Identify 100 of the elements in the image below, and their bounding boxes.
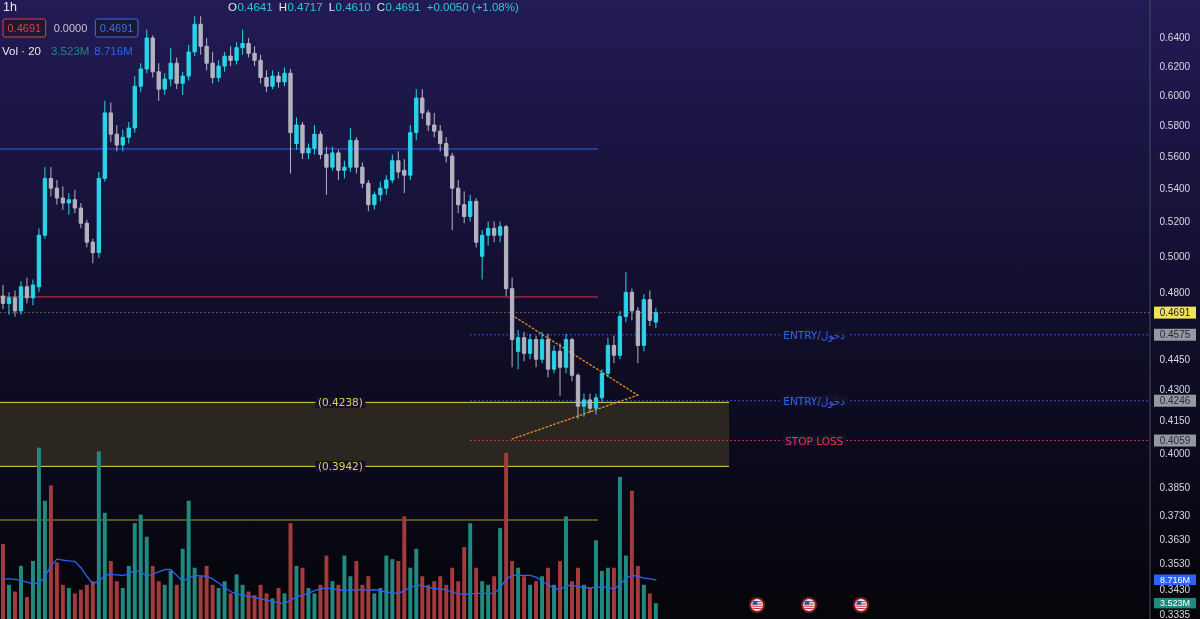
candlestick bbox=[468, 194, 473, 223]
annotation: 0.4641 bbox=[237, 1, 273, 13]
y-tick-label: 0.3850 bbox=[1159, 481, 1191, 493]
candlestick bbox=[515, 329, 521, 370]
candlestick bbox=[30, 279, 36, 306]
y2-tick-label: 3.523M bbox=[1159, 598, 1191, 609]
candlestick bbox=[479, 229, 485, 281]
y-tick-label: 0.6000 bbox=[1159, 89, 1191, 101]
candlestick bbox=[599, 368, 605, 403]
y-tick-label: 0.5200 bbox=[1159, 216, 1191, 228]
candlestick bbox=[611, 335, 617, 364]
chart-title: 1h bbox=[3, 0, 17, 14]
candlestick bbox=[491, 221, 497, 243]
annotation: Vol · 20 bbox=[2, 45, 41, 57]
candlestick bbox=[48, 166, 54, 197]
candlestick bbox=[270, 69, 275, 90]
annotation: 8.716M bbox=[94, 45, 133, 57]
candlestick bbox=[563, 333, 569, 374]
candlestick bbox=[78, 202, 84, 229]
candlestick bbox=[485, 221, 491, 247]
y-tick-label: 0.5600 bbox=[1159, 150, 1191, 162]
candlestick bbox=[18, 280, 24, 316]
candlestick bbox=[6, 291, 12, 316]
candlestick bbox=[12, 289, 18, 318]
y2-tick-label: 8.716M bbox=[1159, 574, 1191, 585]
candlestick bbox=[300, 121, 305, 160]
candlestick bbox=[629, 288, 635, 321]
candlestick bbox=[539, 331, 545, 364]
annotation: H bbox=[278, 1, 287, 13]
candlestick bbox=[288, 68, 293, 175]
candlestick bbox=[174, 57, 179, 90]
candlestick bbox=[294, 116, 299, 151]
y-tick-label: 0.4450 bbox=[1159, 353, 1191, 365]
candlestick bbox=[641, 293, 647, 352]
candlestick bbox=[593, 393, 599, 416]
candlestick bbox=[605, 337, 611, 378]
candlestick bbox=[42, 166, 48, 240]
annotation: 0.4691 bbox=[99, 22, 134, 34]
annotation: 0.4610 bbox=[335, 1, 371, 13]
annotation: 0.4717 bbox=[287, 1, 323, 13]
y-tick-label: 0.3335 bbox=[1159, 608, 1191, 619]
candlestick bbox=[330, 146, 335, 171]
y-tick-label: 0.3630 bbox=[1159, 533, 1191, 545]
candlestick bbox=[0, 284, 6, 310]
y-tick-label: 0.5400 bbox=[1159, 182, 1191, 194]
y-tick-label: 0.3430 bbox=[1159, 583, 1191, 595]
y-tick-label: 0.4300 bbox=[1159, 384, 1191, 396]
annotation: 0.4691 bbox=[7, 22, 42, 34]
candlestick bbox=[90, 238, 96, 264]
candlestick bbox=[635, 306, 641, 364]
candlestick bbox=[509, 277, 515, 368]
ref-line-label: ENTRY/دخول bbox=[783, 328, 846, 342]
annotation: L bbox=[328, 1, 336, 13]
candlestick bbox=[557, 342, 563, 397]
candlestick bbox=[545, 333, 551, 378]
annotation: O bbox=[228, 1, 237, 13]
y-tick-label: 0.4691 bbox=[1159, 307, 1191, 319]
ref-line-label: (0.3942) bbox=[317, 460, 363, 473]
candlestick bbox=[527, 333, 533, 360]
y-tick-label: 0.4000 bbox=[1159, 447, 1191, 459]
y-tick-label: 0.4246 bbox=[1159, 395, 1191, 407]
y-tick-label: 0.4059 bbox=[1159, 435, 1191, 447]
line-series bbox=[2, 558, 657, 605]
y-tick-label: 0.4150 bbox=[1159, 415, 1191, 427]
y-tick-label: 0.3530 bbox=[1159, 558, 1191, 570]
candlestick bbox=[497, 221, 503, 243]
annotation: 3.523M bbox=[51, 45, 90, 57]
candlestick bbox=[623, 271, 629, 323]
candlestick bbox=[575, 372, 581, 420]
y-tick-label: 0.5000 bbox=[1159, 250, 1191, 262]
ref-line-label: STOP LOSS bbox=[785, 434, 844, 447]
ref-line-label: ENTRY/دخول bbox=[783, 394, 846, 408]
annotation: 0.4691 bbox=[385, 1, 421, 13]
candlestick bbox=[54, 179, 60, 206]
candlestick bbox=[84, 219, 90, 248]
candlestick bbox=[24, 277, 30, 304]
candlestick bbox=[72, 189, 78, 214]
y-tick-label: 0.6200 bbox=[1159, 60, 1191, 72]
candlestick bbox=[276, 71, 281, 89]
candlestick bbox=[66, 192, 72, 216]
candlestick bbox=[653, 307, 659, 329]
y-tick-label: 0.6400 bbox=[1159, 32, 1191, 44]
y-tick-label: 0.5800 bbox=[1159, 119, 1191, 131]
candlestick bbox=[647, 289, 653, 327]
candlestick bbox=[533, 335, 539, 368]
annotation: C bbox=[376, 1, 386, 13]
candlestick bbox=[581, 393, 587, 418]
candlestick bbox=[228, 45, 233, 67]
annotation: +0.0050 (+1.08%) bbox=[426, 1, 519, 13]
candlestick bbox=[551, 344, 557, 374]
candlestick bbox=[617, 310, 623, 360]
candlestick bbox=[60, 186, 66, 211]
candlestick bbox=[587, 393, 593, 413]
ref-line-label: (0.4238) bbox=[317, 396, 363, 409]
y-tick-label: 0.3730 bbox=[1159, 509, 1191, 521]
y-tick-label: 0.4575 bbox=[1159, 329, 1191, 341]
candlestick bbox=[282, 66, 287, 87]
candlestick bbox=[521, 331, 527, 362]
annotation: 0.0000 bbox=[53, 22, 88, 34]
y-tick-label: 0.4800 bbox=[1159, 286, 1191, 298]
